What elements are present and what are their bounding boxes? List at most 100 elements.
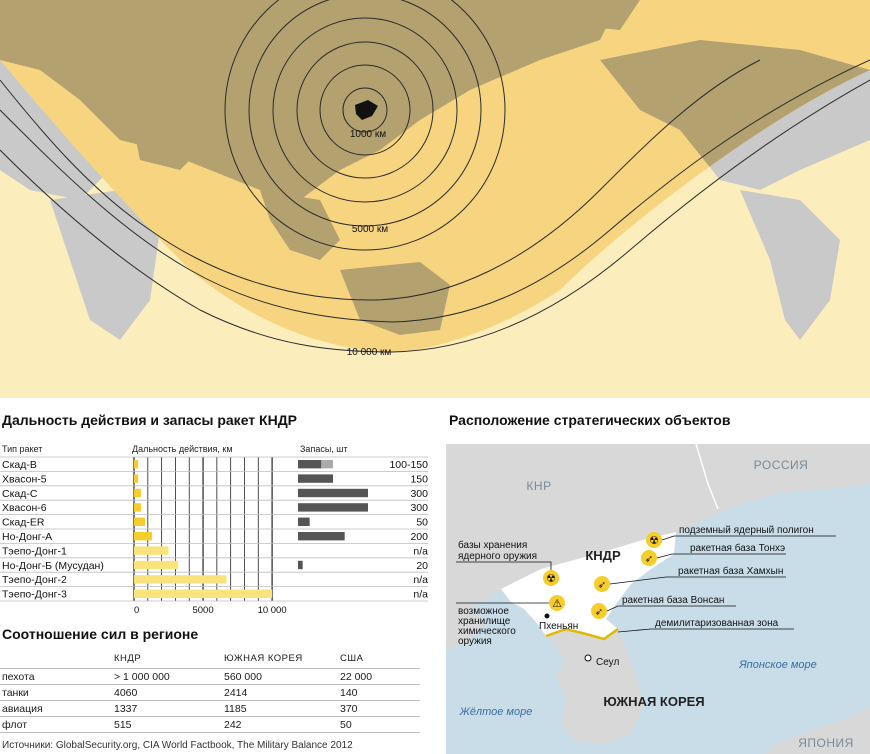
range-bar [134, 474, 139, 483]
note-chemical-storage-4: оружия [458, 636, 492, 647]
label-yellow-sea: Жёлтое море [459, 706, 533, 718]
range-bar [134, 503, 141, 512]
japan-land [766, 706, 870, 754]
cell-usa: 50 [338, 716, 420, 733]
chemical-storage-marker[interactable]: ⚠ [549, 595, 565, 611]
china-russia-border [695, 444, 719, 510]
label-seoul: Сеул [596, 657, 619, 668]
nuclear-storage-marker[interactable]: ☢ [543, 570, 559, 586]
stock-bar [298, 532, 345, 541]
range-map: 1000 км 5000 км 10 000 км [0, 0, 870, 398]
cell-south-korea: 242 [222, 716, 338, 733]
stock-bar [298, 488, 368, 498]
range-bar [134, 488, 141, 498]
row-label: танки [0, 684, 112, 701]
range-bar [134, 546, 169, 555]
range-bar [134, 589, 273, 598]
note-dmz: демилитаризованная зона [655, 618, 779, 629]
forces-col-usa: США [340, 652, 364, 664]
seoul-dot [584, 654, 592, 662]
cell-south-korea: 560 000 [222, 668, 338, 685]
missile-icon: ➶ [645, 554, 653, 565]
hamhung-base-marker[interactable]: ➶ [594, 576, 610, 592]
north-korea-shape [355, 100, 378, 120]
range-rings [0, 0, 870, 353]
cell-usa: 140 [338, 684, 420, 701]
china-russia-land [446, 444, 870, 619]
stock-value-label: 50 [416, 517, 428, 529]
forces-col-kndr: КНДР [114, 652, 142, 664]
missile-name: Скад-ER [2, 517, 45, 529]
stock-value-label: n/a [413, 545, 428, 557]
stock-value-label: 200 [410, 531, 428, 543]
missile-name: Хвасон-6 [2, 502, 47, 514]
missile-name: Тэепо-Донг-2 [2, 574, 67, 586]
missile-name: Скад-B [2, 459, 37, 471]
cell-kndr: 4060 [112, 684, 222, 701]
stock-bar [298, 503, 368, 512]
forces-header-row: КНДР ЮЖНАЯ КОРЕЯ США [0, 648, 420, 669]
korea-map-svg: КНР РОССИЯ КНДР ЮЖНАЯ КОРЕЯ ЯПОНИЯ Японс… [446, 444, 870, 754]
range-bar [134, 575, 227, 584]
col-header-range: Дальность действия, км [132, 444, 233, 454]
table-row: пехота > 1 000 000 560 000 22 000 [0, 668, 420, 685]
label-south-korea: ЮЖНАЯ КОРЕЯ [603, 694, 704, 709]
wonsan-base-marker[interactable]: ➶ [591, 603, 607, 619]
stock-value-label: n/a [413, 589, 428, 601]
stock-value-label: 300 [410, 502, 428, 514]
note-chemical-storage-3: химического [458, 626, 516, 637]
stock-value-label: 150 [410, 473, 428, 485]
pyongyang-dot [544, 613, 550, 619]
range-tick-label: 5000 [192, 605, 213, 615]
col-header-stock: Запасы, шт [300, 444, 348, 454]
ring-label-1000: 1000 км [350, 129, 386, 140]
stock-bar [298, 560, 303, 570]
col-header-type: Тип ракет [2, 444, 43, 454]
range-bar [134, 460, 139, 469]
missile-name: Скад-C [2, 488, 38, 500]
note-chemical-storage-2: хранилище [458, 616, 511, 627]
cell-south-korea: 1185 [222, 700, 338, 717]
dmz-line [545, 627, 619, 641]
forces-col-south-korea: ЮЖНАЯ КОРЕЯ [224, 652, 303, 664]
ring-label-5000: 5000 км [352, 224, 388, 235]
sources-note: Источники: GlobalSecurity.org, CIA World… [2, 740, 353, 751]
tonghae-base-marker[interactable]: ➶ [641, 550, 657, 566]
stock-value-label: 300 [410, 488, 428, 500]
stock-bar-range [321, 460, 333, 469]
note-tonghae: ракетная база Тонхэ [690, 542, 785, 554]
note-nuclear-storage-1: базы хранения [458, 539, 527, 551]
missile-icon: ➶ [595, 607, 603, 618]
missile-chart-svg: 0 5000 10 000 Скад-B 100-150 Хвасон-5 150 Скад-… [0, 456, 428, 615]
table-row: танки 4060 2414 140 [0, 684, 420, 701]
china-coast [446, 609, 486, 649]
cell-usa: 370 [338, 700, 420, 717]
cell-kndr: > 1 000 000 [112, 668, 222, 685]
stock-value-label: 100-150 [389, 459, 428, 471]
note-wonsan: ракетная база Вонсан [622, 594, 724, 606]
missile-name: Тэепо-Донг-3 [2, 589, 67, 601]
table-row: авиация 1337 1185 370 [0, 700, 420, 717]
range-bar [134, 517, 146, 526]
missile-name: Но-Донг-Б (Мусудан) [2, 560, 104, 572]
range-bar [134, 560, 179, 570]
range-bar [134, 532, 152, 541]
cell-south-korea: 2414 [222, 684, 338, 701]
nuclear-test-site-marker[interactable]: ☢ [646, 532, 662, 548]
row-label: флот [0, 716, 112, 733]
forces-col-empty [0, 648, 112, 669]
note-hamhung: ракетная база Хамхын [678, 565, 783, 577]
south-korea-land [546, 629, 644, 744]
range-tick-label: 10 000 [258, 605, 287, 615]
forces-table: КНДР ЮЖНАЯ КОРЕЯ США пехота > 1 000 000 … [0, 648, 420, 733]
label-japan: ЯПОНИЯ [798, 736, 854, 750]
korea-sites-map: КНР РОССИЯ КНДР ЮЖНАЯ КОРЕЯ ЯПОНИЯ Японс… [446, 444, 870, 754]
cell-kndr: 515 [112, 716, 222, 733]
note-nuclear-storage-2: ядерного оружия [458, 551, 537, 562]
cell-usa: 22 000 [338, 668, 420, 685]
range-map-svg: 1000 км 5000 км 10 000 км [0, 0, 870, 398]
ring-label-10000: 10 000 км [347, 347, 392, 358]
range-section-title: Дальность действия и запасы ракет КНДР [2, 412, 298, 428]
missile-chart: 0 5000 10 000 Скад-B 100-150 Хвасон-5 150 Скад-… [0, 440, 440, 615]
missile-name: Хвасон-5 [2, 473, 47, 485]
